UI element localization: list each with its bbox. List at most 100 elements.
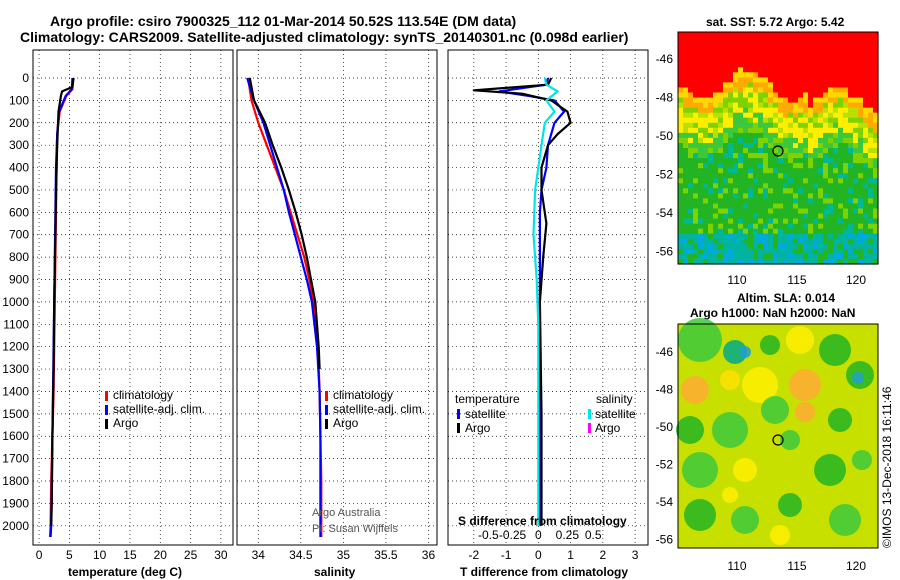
sst-map-cell xyxy=(848,112,854,119)
sst-map-cell xyxy=(818,228,824,235)
sst-map-cell xyxy=(863,57,869,63)
sst-map-cell xyxy=(753,62,759,68)
sst-map-cell xyxy=(683,158,689,164)
sst-map-cell xyxy=(763,193,769,199)
sst-map-cell xyxy=(698,107,704,114)
sst-map-cell xyxy=(793,42,799,48)
sst-map-cell xyxy=(863,117,869,124)
sst-map-cell xyxy=(763,198,769,204)
sst-map-cell xyxy=(788,259,794,265)
sst-map-cell xyxy=(813,168,819,174)
sst-map-cell xyxy=(703,223,709,230)
sst-map-cell xyxy=(798,208,804,215)
sst-map-cell xyxy=(803,163,809,169)
sst-map-cell xyxy=(718,52,724,58)
sst-map-cell xyxy=(783,173,789,179)
sst-map-cell xyxy=(723,52,729,58)
sst-map-cell xyxy=(778,77,784,83)
sst-map-cell xyxy=(868,143,874,149)
sst-map-cell xyxy=(683,132,689,139)
sst-map-cell xyxy=(723,213,729,220)
sst-map-cell xyxy=(688,173,694,179)
sst-map-cell xyxy=(728,122,734,129)
sla-map-blob xyxy=(761,396,789,424)
sst-map-cell xyxy=(713,198,719,204)
sst-map-cell xyxy=(698,52,704,58)
sst-map-cell xyxy=(798,178,804,184)
sst-map-cell xyxy=(738,87,744,94)
sst-map-cell xyxy=(863,168,869,174)
sst-map-cell xyxy=(728,208,734,215)
y-tick-label: 500 xyxy=(9,183,29,197)
sst-map-cell xyxy=(803,248,809,255)
sst-map-cell xyxy=(823,188,829,194)
sst-map-cell xyxy=(833,173,839,179)
sla-map-label-1: Altim. SLA: 0.014 xyxy=(737,291,835,305)
sst-map-cell xyxy=(728,158,734,164)
sst-map-cell xyxy=(713,178,719,184)
sst-map-cell xyxy=(858,37,864,43)
sst-map-cell xyxy=(773,97,779,104)
sst-map-cell xyxy=(738,62,744,68)
sst-map-cell xyxy=(753,87,759,94)
sst-map-cell xyxy=(763,259,769,265)
sst-map-cell xyxy=(703,143,709,149)
sst-map-cell xyxy=(838,77,844,83)
sst-map-cell xyxy=(818,198,824,204)
sst-map-cell xyxy=(723,92,729,99)
sst-map-cell xyxy=(758,183,764,189)
sst-map-cell xyxy=(778,32,784,38)
sst-map-cell xyxy=(768,148,774,154)
sst-map-cell xyxy=(778,102,784,109)
sst-map-cell xyxy=(858,67,864,73)
sst-map-cell xyxy=(698,32,704,38)
sst-map-cell xyxy=(713,77,719,83)
sst-map-cell xyxy=(733,158,739,164)
sst-map-cell xyxy=(833,228,839,235)
sst-map-cell xyxy=(698,97,704,104)
sst-map-cell xyxy=(818,188,824,194)
sst-map-cell xyxy=(778,97,784,104)
sst-map-cell xyxy=(843,107,849,114)
sst-map-cell xyxy=(703,137,709,144)
sst-map-cell xyxy=(723,117,729,124)
sst-map-cell xyxy=(808,218,814,225)
sst-map-cell xyxy=(773,223,779,230)
sst-map-cell xyxy=(818,42,824,48)
sst-map-cell xyxy=(828,107,834,114)
sst-map-cell xyxy=(738,223,744,230)
sst-map-cell xyxy=(733,153,739,159)
sst-map-cell xyxy=(813,198,819,204)
sst-map-cell xyxy=(678,158,684,164)
sst-map-cell xyxy=(683,143,689,149)
sst-map-cell xyxy=(828,168,834,174)
sst-map-cell xyxy=(698,228,704,235)
sst-map-cell xyxy=(863,188,869,194)
sst-map-cell xyxy=(768,87,774,94)
sst-map-cell xyxy=(798,57,804,63)
sst-map-cell xyxy=(758,208,764,215)
sst-map-cell xyxy=(873,259,879,265)
sst-map-cell xyxy=(768,42,774,48)
legend-swatch xyxy=(588,409,591,419)
sst-map-cell xyxy=(733,132,739,139)
sst-map-cell xyxy=(738,193,744,199)
sst-map-cell xyxy=(778,82,784,88)
sst-map-cell xyxy=(813,117,819,124)
sst-map-cell xyxy=(848,77,854,83)
sst-map-cell xyxy=(703,77,709,83)
sst-map-cell xyxy=(728,97,734,104)
sst-map-cell xyxy=(873,67,879,73)
sst-map-cell xyxy=(733,148,739,154)
sst-map-cell xyxy=(743,57,749,63)
sst-map-cell xyxy=(833,193,839,199)
sst-map-cell xyxy=(733,173,739,179)
sst-map-cell xyxy=(873,92,879,99)
sst-map-cell xyxy=(728,82,734,88)
sst-map-cell xyxy=(858,127,864,134)
sst-map-cell xyxy=(838,173,844,179)
sst-map-cell xyxy=(708,92,714,99)
sst-map-cell xyxy=(853,67,859,73)
sst-map-cell xyxy=(858,32,864,38)
sst-map-cell xyxy=(743,193,749,199)
